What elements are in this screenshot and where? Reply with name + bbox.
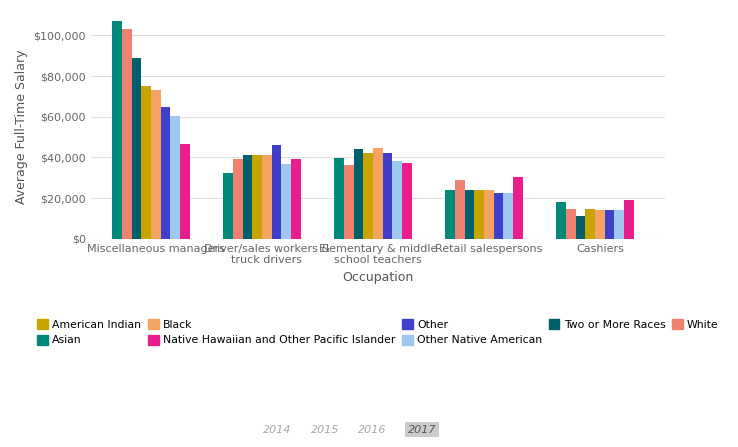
Bar	[513, 177, 523, 239]
Bar	[363, 153, 373, 239]
Bar	[566, 209, 576, 239]
Legend: American Indian, Asian, Black, Native Hawaiian and Other Pacific Islander, Other: American Indian, Asian, Black, Native Ha…	[34, 316, 722, 349]
Text: 2016: 2016	[359, 425, 387, 434]
Bar	[291, 160, 301, 239]
Bar	[112, 21, 122, 239]
Bar	[233, 160, 243, 239]
Bar	[455, 180, 465, 239]
Bar	[373, 148, 383, 239]
Bar	[170, 116, 180, 239]
Text: 2014: 2014	[263, 425, 291, 434]
Bar	[383, 153, 393, 239]
Bar	[475, 190, 484, 239]
Text: 2017: 2017	[408, 425, 436, 434]
Bar	[161, 106, 170, 239]
Bar	[624, 200, 634, 239]
Bar	[615, 210, 624, 239]
Bar	[243, 155, 252, 239]
Bar	[272, 145, 281, 239]
Bar	[344, 165, 354, 239]
Bar	[334, 158, 344, 239]
Bar	[595, 210, 604, 239]
Bar	[142, 86, 151, 239]
Bar	[393, 161, 402, 239]
Bar	[180, 144, 190, 239]
Bar	[122, 29, 131, 239]
Bar	[604, 210, 615, 239]
Bar	[585, 209, 595, 239]
Bar	[445, 190, 455, 239]
Bar	[576, 216, 585, 239]
Bar	[465, 190, 475, 239]
Text: 2015: 2015	[311, 425, 339, 434]
Bar	[484, 190, 494, 239]
Bar	[151, 90, 161, 239]
Bar	[262, 155, 272, 239]
Bar	[503, 193, 513, 239]
Bar	[252, 155, 262, 239]
Bar	[494, 193, 503, 239]
Bar	[224, 173, 233, 239]
Bar	[556, 202, 566, 239]
Bar	[402, 164, 412, 239]
Bar	[131, 58, 142, 239]
Bar	[281, 164, 291, 239]
Y-axis label: Average Full-Time Salary: Average Full-Time Salary	[15, 50, 28, 204]
X-axis label: Occupation: Occupation	[342, 271, 413, 284]
Bar	[354, 149, 363, 239]
